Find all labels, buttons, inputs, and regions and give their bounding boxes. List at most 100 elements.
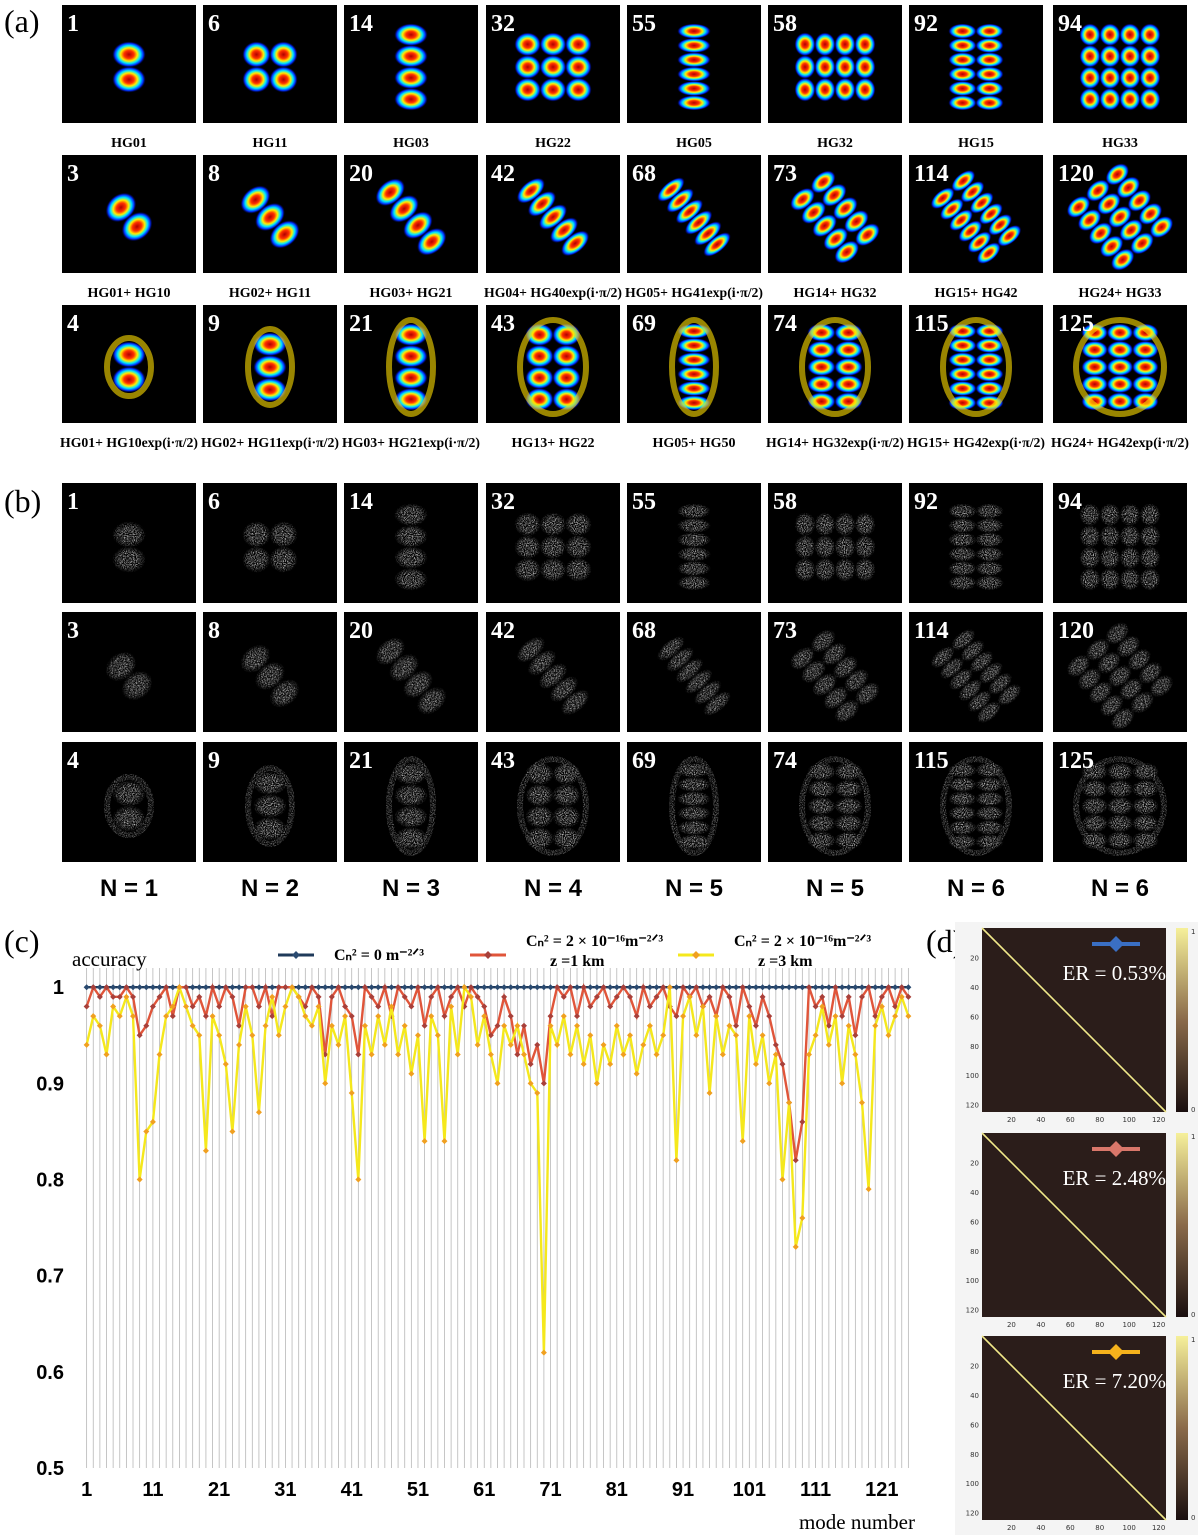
data-point <box>866 1186 872 1192</box>
data-point <box>601 1042 607 1048</box>
intensity-lobe <box>1081 358 1107 376</box>
measured-image: 69 <box>627 742 761 862</box>
data-point <box>839 1080 845 1086</box>
data-point <box>203 1013 209 1019</box>
intensity-lobe <box>514 558 540 582</box>
intensity-lobe <box>948 575 976 590</box>
mode-image: 43HG13+ HG22 <box>486 305 620 451</box>
intensity-lobe <box>269 66 297 92</box>
intensity-lobe <box>394 67 427 89</box>
data-point <box>435 1032 441 1038</box>
mode-pattern <box>248 329 292 405</box>
mode-image: 115HG15+ HG42exp(i·π/2) <box>907 305 1045 451</box>
y-tick-label: 60 <box>970 1013 979 1021</box>
data-point <box>779 1061 785 1067</box>
data-point <box>713 1013 719 1019</box>
data-point <box>521 984 527 990</box>
intensity-lobe <box>975 52 1003 67</box>
intensity-lobe <box>834 797 862 815</box>
intensity-lobe <box>1100 525 1121 547</box>
intensity-lobe <box>975 367 1003 382</box>
data-point <box>508 984 514 990</box>
data-point <box>355 984 361 990</box>
data-point <box>415 984 421 990</box>
intensity-lobe <box>253 355 286 379</box>
legend-label: z =3 km <box>758 953 813 970</box>
mode-number: 6 <box>208 489 220 515</box>
data-point <box>402 1023 408 1029</box>
intensity-lobe <box>1107 375 1133 393</box>
mode-image: 114HG15+ HG42 <box>909 155 1043 301</box>
colorbar-tick: 1 <box>1191 928 1195 936</box>
intensity-lobe <box>948 352 976 367</box>
data-point <box>514 984 520 990</box>
data-point <box>388 984 394 990</box>
mode-number: 73 <box>773 618 797 644</box>
image-frame <box>203 5 337 123</box>
data-point <box>355 1177 361 1183</box>
measured-image: 32 <box>486 483 620 603</box>
intensity-lobe <box>525 345 553 367</box>
y-tick-label: 40 <box>970 1189 979 1197</box>
data-point <box>296 984 302 990</box>
measured-image: 115 <box>909 742 1043 862</box>
data-point <box>634 1013 640 1019</box>
measured-image: 55 <box>627 483 761 603</box>
mode-image: 1HG01 <box>62 5 196 151</box>
data-point <box>342 1013 348 1019</box>
data-point <box>395 1052 401 1058</box>
intensity-lobe <box>835 32 856 56</box>
data-point <box>229 984 235 990</box>
y-tick-label: 80 <box>970 1451 979 1459</box>
intensity-lobe <box>1107 341 1133 359</box>
mode-number: 8 <box>208 161 220 187</box>
x-tick-label: 60 <box>1066 1321 1075 1329</box>
intensity-lobe <box>394 345 427 367</box>
intensity-lobe <box>975 547 1003 562</box>
intensity-lobe <box>975 352 1003 367</box>
mode-label: HG14+ HG32exp(i·π/2) <box>766 436 904 451</box>
mode-label: HG11 <box>252 136 287 151</box>
data-point <box>514 1052 520 1058</box>
intensity-lobe <box>1140 568 1161 590</box>
intensity-lobe <box>1107 324 1133 342</box>
data-point <box>150 984 156 990</box>
data-point <box>673 984 679 990</box>
data-point <box>176 984 182 990</box>
intensity-lobe <box>1080 547 1101 569</box>
data-point <box>813 1032 819 1038</box>
intensity-lobe <box>975 381 1003 396</box>
mode-number: 69 <box>632 748 656 774</box>
intensity-lobe <box>677 518 710 533</box>
mode-number: 69 <box>632 311 656 337</box>
colorbar-tick: 0 <box>1191 1311 1195 1319</box>
data-point <box>349 1090 355 1096</box>
x-tick-label: 20 <box>1007 1116 1016 1124</box>
data-point <box>316 984 322 990</box>
mode-label: HG14+ HG32 <box>793 286 876 301</box>
data-point <box>726 984 732 990</box>
data-point <box>335 1042 341 1048</box>
intensity-lobe <box>112 521 145 547</box>
data-point <box>905 1013 911 1019</box>
data-point <box>634 984 640 990</box>
mode-number: 6 <box>208 11 220 37</box>
mode-pattern <box>795 512 876 581</box>
data-point <box>355 1052 361 1058</box>
y-tick-label: 100 <box>966 1277 979 1285</box>
data-point <box>753 984 759 990</box>
mode-number: 32 <box>491 489 515 515</box>
mode-image: 94HG33 <box>1053 5 1187 151</box>
intensity-lobe <box>834 814 862 832</box>
data-point <box>263 1023 269 1029</box>
intensity-lobe <box>677 777 710 792</box>
intensity-lobe <box>1107 831 1133 849</box>
intensity-lobe <box>948 81 976 96</box>
data-point <box>375 984 381 990</box>
data-point <box>342 984 348 990</box>
data-point <box>852 984 858 990</box>
data-point <box>508 1013 514 1019</box>
colorbar <box>1176 1336 1188 1520</box>
mode-image: 14HG03 <box>344 5 478 151</box>
intensity-lobe <box>394 88 427 110</box>
